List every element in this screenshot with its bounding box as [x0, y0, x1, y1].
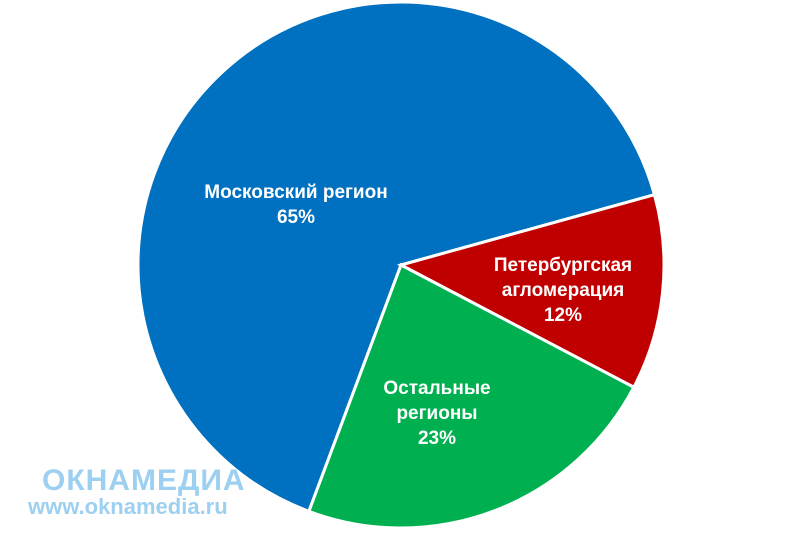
value-label: 23%: [417, 427, 457, 449]
slice-label: Остальные регионы 23%: [372, 353, 502, 473]
slice-label-box: Петербургская агломерация 12%: [483, 230, 643, 350]
watermark-brand: ОКНАМЕДИА: [42, 464, 246, 497]
slice-label-box: Остальные регионы 23%: [372, 353, 502, 473]
category-label: Остальные регионы: [383, 377, 491, 424]
value-label: 65%: [276, 207, 316, 228]
pie-slice: [306, 262, 636, 530]
slice-label-box: Московский регион 65%: [166, 145, 426, 265]
pie-slice: [396, 192, 666, 390]
slice-label: Петербургская агломерация 12%: [483, 230, 643, 350]
slice-label: Московский регион 65%: [166, 145, 426, 265]
slices: [136, 0, 666, 530]
value-label: 12%: [543, 304, 583, 326]
category-label: Петербургская агломерация: [493, 254, 633, 301]
watermark-url: www.oknamedia.ru: [27, 494, 228, 519]
pie-slice: [136, 0, 657, 514]
category-label: Московский регион: [204, 182, 388, 203]
